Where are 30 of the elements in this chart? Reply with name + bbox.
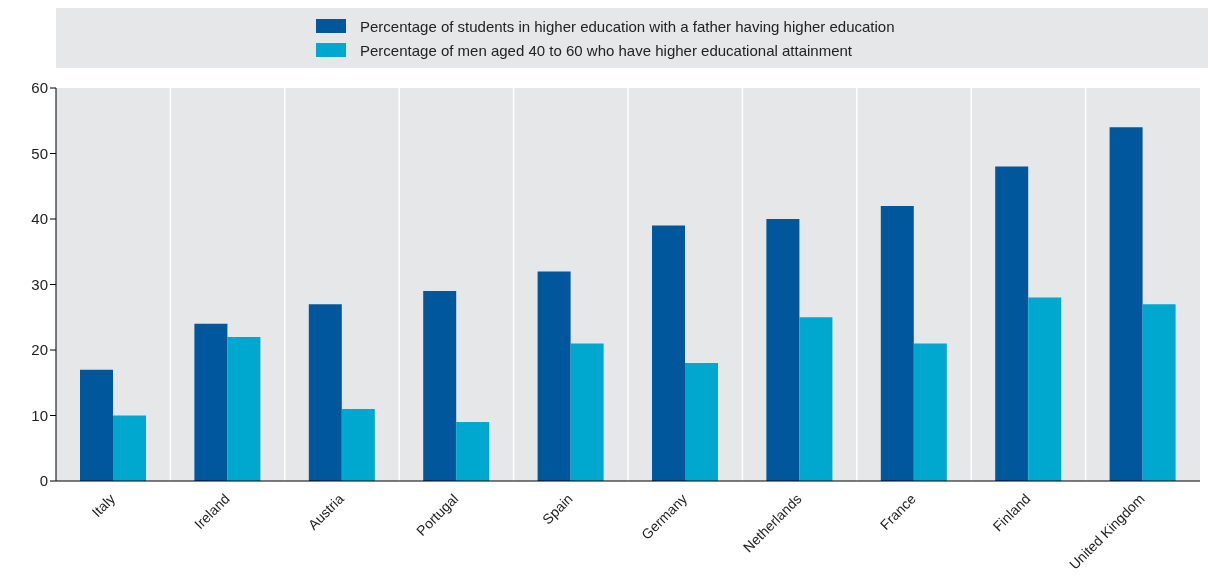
bar <box>537 271 571 481</box>
bar <box>799 317 833 481</box>
y-tick-label: 50 <box>31 144 48 162</box>
bar <box>194 323 228 481</box>
bar <box>685 363 718 481</box>
bar <box>423 291 457 481</box>
bar <box>80 369 113 481</box>
y-tick-label: 10 <box>31 406 48 424</box>
bar <box>1142 304 1176 481</box>
bar <box>113 415 146 481</box>
bar <box>995 166 1029 481</box>
bar <box>880 205 914 481</box>
legend-label: Percentage of students in higher education with a father having higher education <box>360 17 895 35</box>
bar <box>652 225 685 481</box>
bar <box>1109 127 1143 481</box>
y-tick-label: 0 <box>39 472 48 490</box>
bar <box>227 336 261 481</box>
legend-label: Percentage of men aged 40 to 60 who have higher educational attainment <box>360 41 853 59</box>
y-tick-label: 30 <box>31 275 48 293</box>
y-tick-label: 60 <box>31 79 48 97</box>
y-tick-label: 40 <box>31 210 48 228</box>
bar <box>341 408 375 481</box>
bar <box>570 343 604 481</box>
y-tick-label: 20 <box>31 341 48 359</box>
bar <box>456 422 490 481</box>
bar <box>766 219 800 481</box>
bar <box>308 304 342 481</box>
bar <box>1028 297 1062 481</box>
bar <box>913 343 947 481</box>
x-tick-label: Italy <box>88 490 119 521</box>
